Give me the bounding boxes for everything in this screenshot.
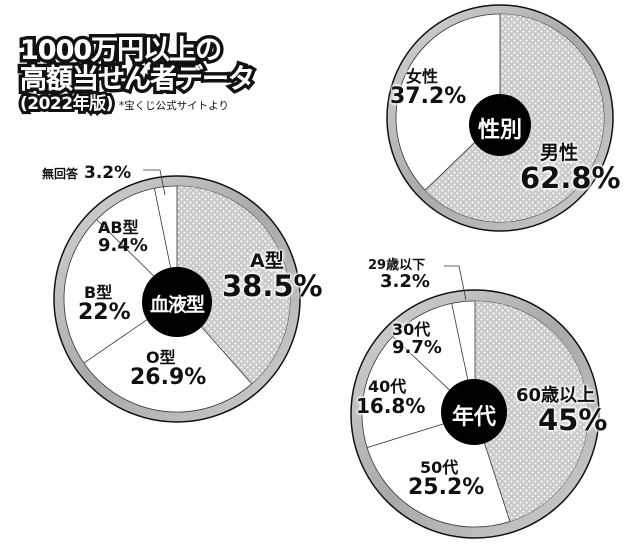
title-line-1: 1000万円以上の 1000万円以上の [16, 33, 225, 69]
label-age-30s: 30代 9.7% [392, 320, 442, 358]
blood-pie [53, 169, 301, 423]
label-blood-a: A型 38.5% [222, 250, 323, 303]
title-block: 1000万円以上の 1000万円以上の 高額当せん者データ 高額当せん者データ (2… [16, 33, 259, 117]
label-blood-ab: AB型 9.4% [98, 218, 148, 256]
slice-a [177, 185, 291, 384]
label-age-40s: 40代 16.8% [356, 377, 426, 418]
slice-over60 [475, 300, 589, 522]
gender-center-label: 性別 [477, 118, 522, 143]
title-line-2: 高額当せん者データ 高額当せん者データ [17, 62, 259, 98]
gender-pie [386, 4, 614, 232]
source-note: *宝くじ公式サイトより [118, 100, 229, 112]
age-center-label: 年代 [451, 405, 496, 430]
label-female: 女性 37.2% [390, 67, 467, 109]
label-blood-o: O型 26.9% [130, 348, 207, 390]
label-age-over60: 60歳以上 45% [516, 385, 608, 437]
label-male: 男性 62.8% [520, 142, 621, 195]
age-center-disc [441, 379, 507, 445]
blood-center-disc [142, 267, 212, 337]
age-pie [350, 265, 600, 539]
label-age-50s: 50代 25.2% [408, 458, 485, 500]
gender-center-disc [469, 94, 531, 156]
label-age-under29: 29歳以下 3.2% [368, 258, 430, 292]
year-badge: (2022年版) (2022年版) [17, 92, 116, 117]
label-blood-none: 無回答 3.2% [42, 163, 132, 183]
blood-center-label: 血液型 [149, 294, 205, 316]
label-blood-b: B型 22% [78, 283, 131, 325]
